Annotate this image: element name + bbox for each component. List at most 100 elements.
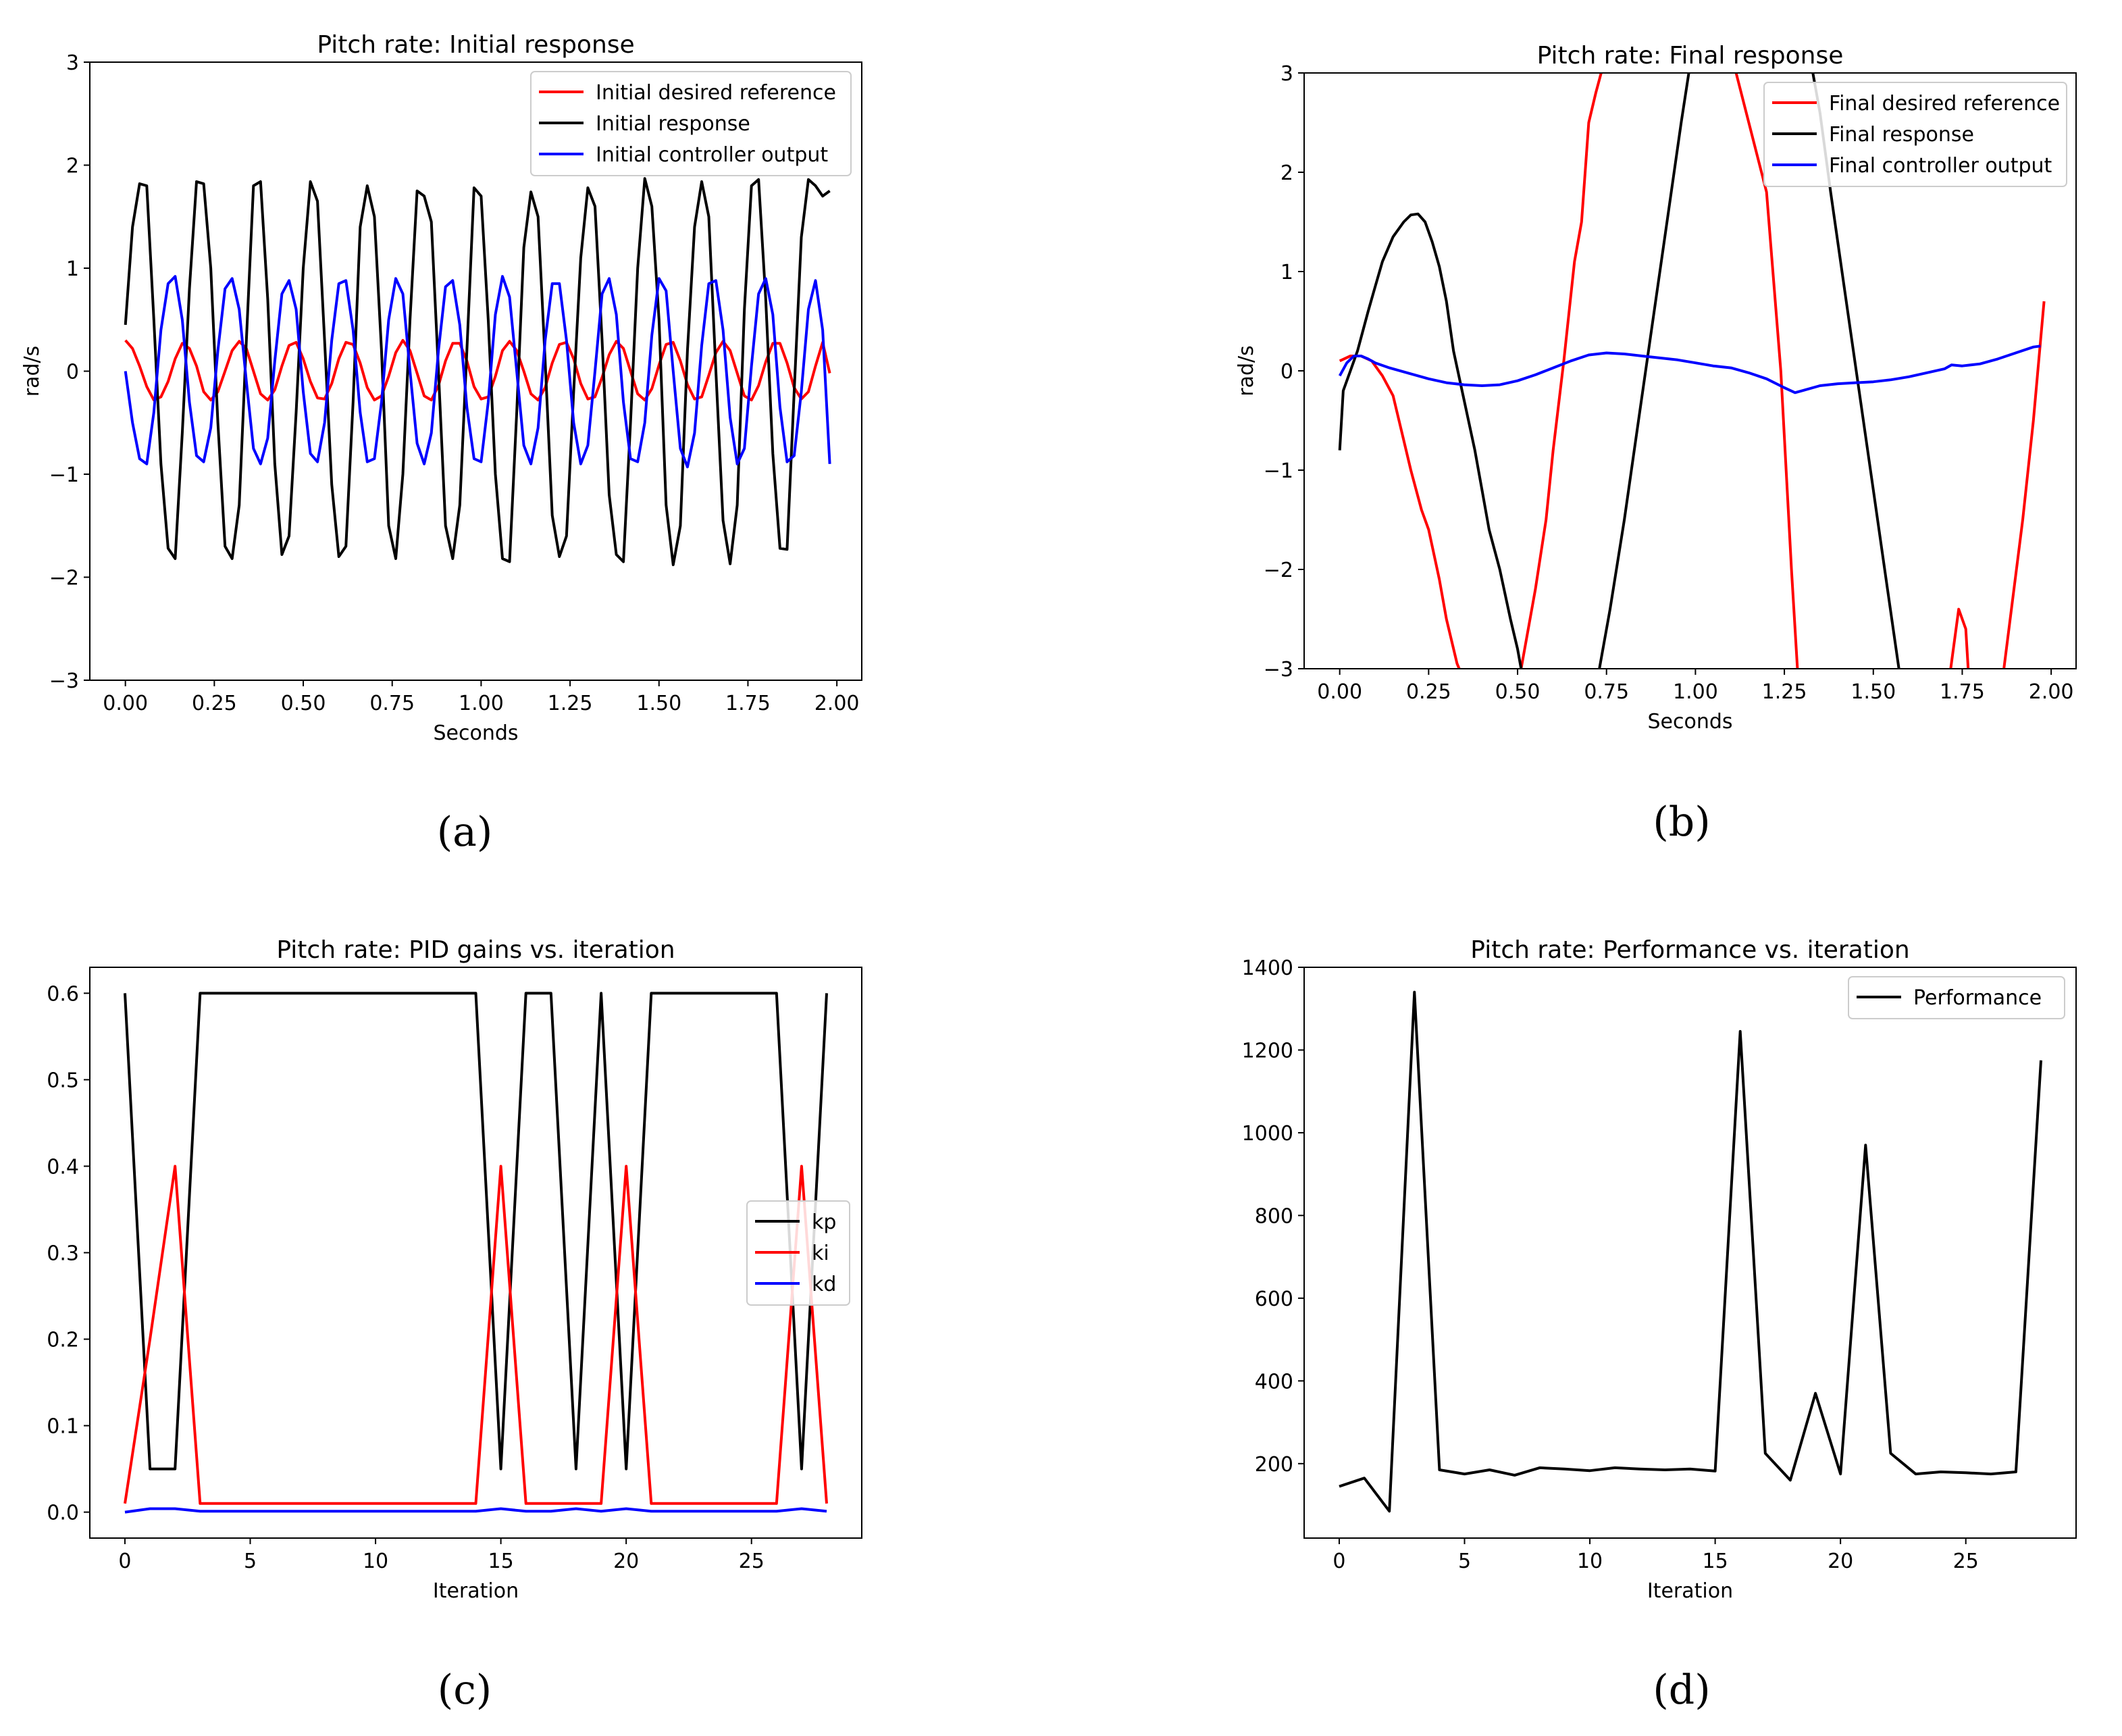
series-line-initial-controller-output (124, 275, 831, 469)
legend-a (530, 71, 852, 176)
x-tick-label-a: 1.25 (548, 692, 593, 715)
y-tick-label-d: 800 (1255, 1204, 1293, 1228)
x-tick-label-b: 1.50 (1851, 680, 1896, 704)
y-tick-label-b: −3 (1264, 658, 1293, 682)
y-tick-label-b: −2 (1264, 559, 1293, 582)
y-tick-label-a: 1 (66, 257, 79, 281)
y-tick-label-b: 2 (1280, 161, 1293, 185)
x-tick-label-c: 0 (118, 1550, 131, 1573)
axes-frame-c (89, 967, 862, 1539)
x-tick-label-c: 15 (488, 1550, 514, 1573)
x-tick-label-d: 20 (1828, 1550, 1853, 1573)
legend-b (1763, 82, 2067, 187)
y-tick-label-c: 0.4 (47, 1155, 79, 1179)
legend-label: Initial desired reference (596, 81, 836, 105)
caption-c: (c) (438, 1666, 492, 1714)
x-tick-label-d: 10 (1577, 1550, 1603, 1573)
x-tick-label-b: 0.50 (1495, 680, 1541, 704)
caption-d: (d) (1653, 1666, 1710, 1714)
y-tick-label-c: 0.5 (47, 1069, 79, 1092)
axes-frame-b (1303, 72, 2077, 669)
y-tick-label-d: 400 (1255, 1370, 1293, 1394)
x-tick-label-a: 0.25 (192, 692, 237, 715)
y-tick-label-a: −3 (49, 669, 79, 693)
x-axis-label-d: Iteration (1647, 1579, 1733, 1603)
legend-d (1848, 976, 2065, 1019)
x-tick-label-a: 0.50 (281, 692, 326, 715)
x-tick-label-b: 0.25 (1406, 680, 1451, 704)
y-axis-label-b: rad/s (1235, 345, 1258, 397)
x-tick-label-b: 1.75 (1940, 680, 1985, 704)
panel-d: Pitch rate: Performance vs. iteration 0 5 1… (1242, 936, 2077, 1603)
x-axis-label-a: Seconds (433, 721, 518, 745)
x-tick-label-a: 2.00 (814, 692, 860, 715)
y-tick-label-b: 0 (1280, 360, 1293, 384)
x-tick-label-c: 20 (613, 1550, 639, 1573)
chart-title-a: Pitch rate: Initial response (317, 31, 634, 59)
y-tick-label-c: 0.0 (47, 1502, 79, 1525)
legend-label: Initial response (596, 112, 750, 136)
series-line-final-desired-reference (1339, 73, 2046, 669)
y-axis-label-a: rad/s (20, 346, 44, 397)
chart-title-d: Pitch rate: Performance vs. iteration (1470, 936, 1909, 964)
series-line-performance (1339, 990, 2042, 1513)
legend-label: Final response (1829, 123, 1974, 147)
panel-b: Pitch rate: Final response 0.00 0.25 0.50 0.… (1235, 42, 2077, 734)
y-tick-label-c: 0.3 (47, 1242, 79, 1266)
legend-label: Performance (1913, 986, 2042, 1010)
x-tick-label-a: 1.75 (725, 692, 771, 715)
y-tick-label-a: 3 (66, 51, 79, 75)
x-tick-label-d: 25 (1953, 1550, 1979, 1573)
legend-label: kd (812, 1273, 836, 1296)
caption-b: (b) (1653, 798, 1710, 846)
chart-title-b: Pitch rate: Final response (1537, 42, 1844, 70)
y-tick-label-c: 0.1 (47, 1415, 79, 1439)
x-tick-label-b: 1.25 (1762, 680, 1807, 704)
y-tick-label-d: 1000 (1242, 1122, 1293, 1146)
series-line-final-controller-output (1338, 344, 2041, 394)
x-tick-label-c: 25 (739, 1550, 765, 1573)
x-tick-label-b: 0.00 (1317, 680, 1362, 704)
x-tick-label-c: 5 (244, 1550, 257, 1573)
y-tick-label-d: 1400 (1242, 956, 1293, 980)
x-tick-label-d: 15 (1703, 1550, 1728, 1573)
legend-label: Final desired reference (1829, 92, 2060, 116)
legend-label: Initial controller output (596, 143, 828, 167)
x-axis-label-b: Seconds (1647, 710, 1732, 734)
axes-frame-d (1303, 967, 2077, 1539)
axes-frame-a (89, 61, 862, 681)
y-tick-label-d: 1200 (1242, 1039, 1293, 1063)
panel-c: Pitch rate: PID gains vs. iteration 0 5 10 1… (47, 936, 862, 1603)
caption-a: (a) (437, 809, 493, 856)
series-line-ki (124, 1165, 828, 1505)
x-tick-label-a: 1.00 (459, 692, 504, 715)
x-tick-label-b: 1.00 (1673, 680, 1718, 704)
y-tick-label-a: −2 (49, 567, 79, 590)
x-tick-label-d: 5 (1458, 1550, 1471, 1573)
panel-a: Pitch rate: Initial response 0.00 0.25 0.50… (20, 31, 862, 745)
x-tick-label-b: 0.75 (1584, 680, 1629, 704)
x-tick-label-c: 10 (363, 1550, 388, 1573)
legend-label: ki (812, 1242, 829, 1265)
y-tick-label-b: 3 (1280, 62, 1293, 86)
y-tick-label-c: 0.2 (47, 1329, 79, 1352)
series-line-kp (124, 992, 828, 1471)
series-line-initial-response (124, 177, 831, 567)
y-tick-label-b: 1 (1280, 261, 1293, 284)
x-axis-label-c: Iteration (433, 1579, 519, 1603)
x-tick-label-b: 2.00 (2029, 680, 2074, 704)
y-tick-label-a: −1 (49, 463, 79, 487)
y-tick-label-b: −1 (1264, 459, 1293, 483)
x-tick-label-a: 0.75 (369, 692, 415, 715)
chart-title-c: Pitch rate: PID gains vs. iteration (276, 936, 675, 964)
x-tick-label-a: 0.00 (103, 692, 148, 715)
y-tick-label-d: 600 (1255, 1287, 1293, 1311)
x-tick-label-d: 0 (1332, 1550, 1345, 1573)
y-tick-label-d: 200 (1255, 1453, 1293, 1477)
y-tick-label-a: 0 (66, 361, 79, 384)
series-line-kd (124, 1507, 827, 1514)
x-tick-label-a: 1.50 (636, 692, 681, 715)
legend-label: Final controller output (1829, 154, 2052, 178)
legend-label: kp (812, 1210, 836, 1234)
